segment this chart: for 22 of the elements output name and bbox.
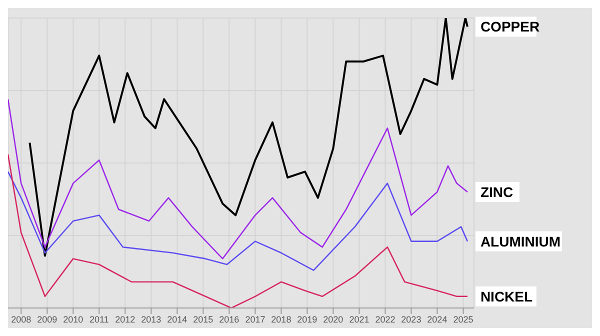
x-tick-label: 2014 xyxy=(167,314,188,324)
x-tick-label: 2025 xyxy=(453,314,474,324)
x-tick-label: 2015 xyxy=(193,314,214,324)
x-tick-label: 2024 xyxy=(427,314,448,324)
x-tick-label: 2018 xyxy=(271,314,292,324)
x-tick-label: 2016 xyxy=(219,314,240,324)
series-label: ZINC xyxy=(480,184,514,200)
x-tick-label: 2023 xyxy=(401,314,422,324)
x-tick-label: 2013 xyxy=(141,314,162,324)
x-tick-label: 2010 xyxy=(63,314,84,324)
x-tick-label: 2019 xyxy=(297,314,318,324)
x-tick-label: 2021 xyxy=(349,314,370,324)
x-tick-label: 2022 xyxy=(375,314,396,324)
series-label: COPPER xyxy=(480,18,540,35)
x-tick-label: 2017 xyxy=(245,314,266,324)
series-label: NICKEL xyxy=(480,288,534,304)
x-tick-label: 2020 xyxy=(323,314,344,324)
x-tick-label: 2011 xyxy=(89,314,109,324)
x-tick-label: 2009 xyxy=(37,314,58,324)
x-tick-label: 2008 xyxy=(11,314,32,324)
x-tick-label: 2012 xyxy=(115,314,136,324)
series-label: ALUMINIUM xyxy=(480,233,561,250)
